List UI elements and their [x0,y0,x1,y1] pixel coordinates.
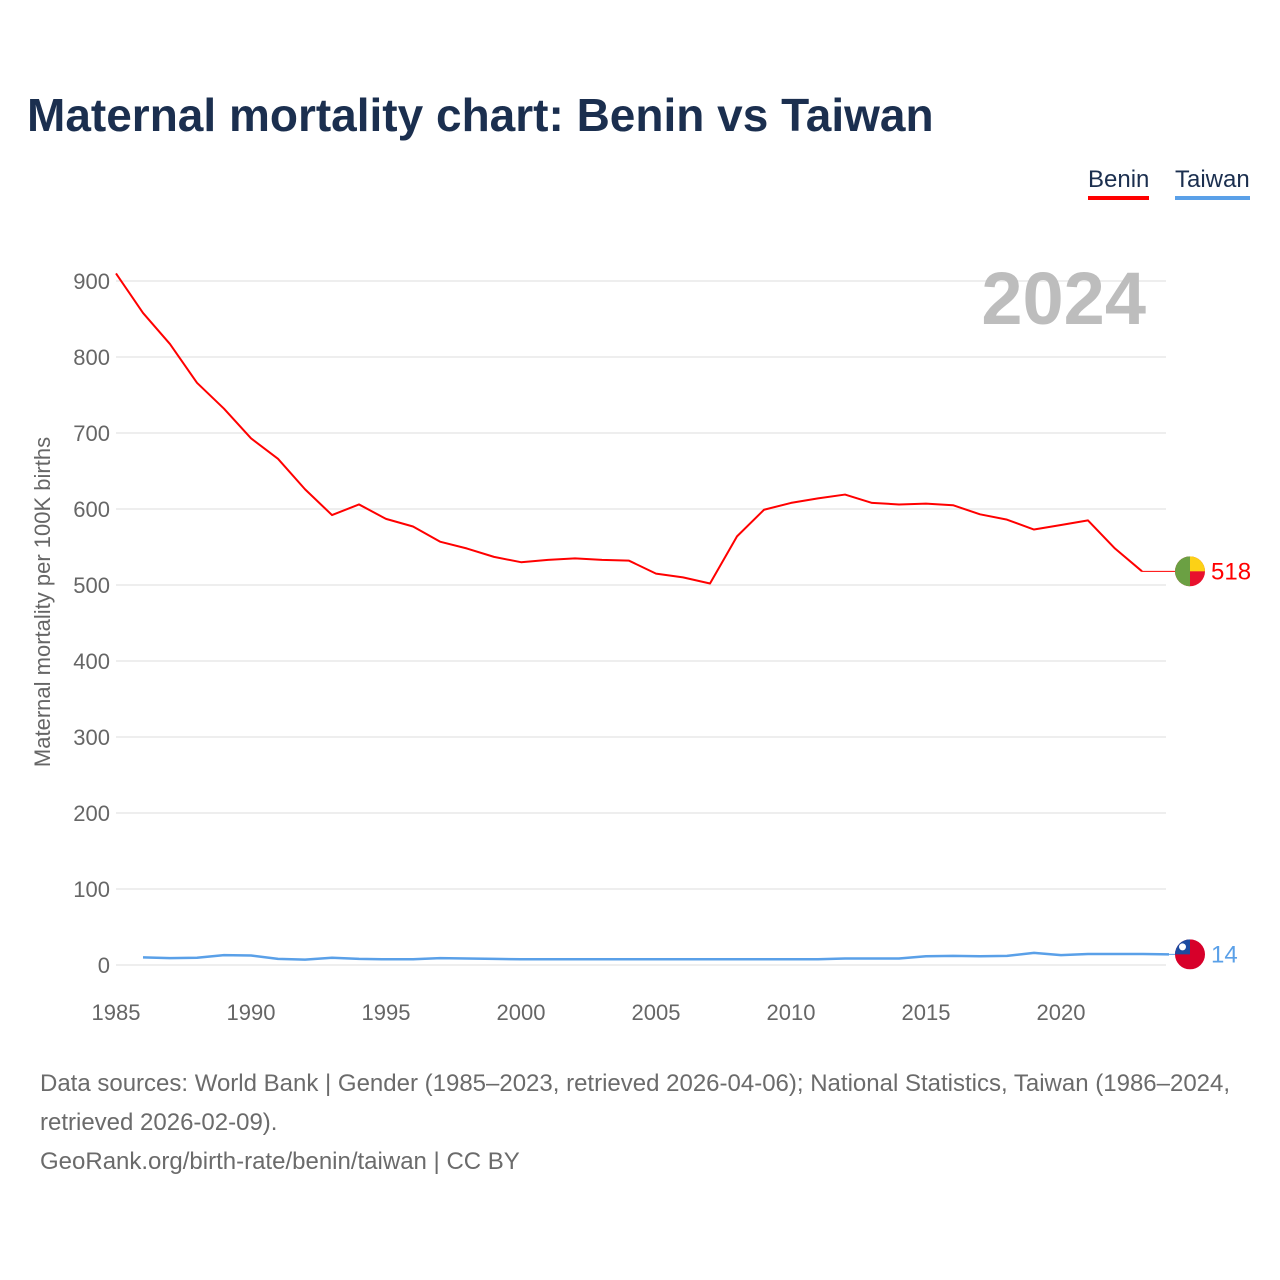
x-tick-label: 2015 [902,1000,951,1025]
y-axis-label: Maternal mortality per 100K births [30,437,55,767]
series-line-benin [115,272,1143,585]
y-tick-label: 400 [73,649,110,674]
y-tick-label: 700 [73,421,110,446]
y-tick-label: 600 [73,497,110,522]
y-tick-label: 100 [73,877,110,902]
benin-flag-icon [1175,556,1205,587]
taiwan-flag-icon [1175,939,1205,970]
x-tick-label: 2020 [1037,1000,1086,1025]
y-tick-label: 300 [73,725,110,750]
y-tick-label: 800 [73,345,110,370]
x-tick-label: 1990 [227,1000,276,1025]
y-tick-label: 900 [73,269,110,294]
series-line-taiwan [142,951,1170,961]
data-sources: Data sources: World Bank | Gender (1985–… [40,1070,1231,1136]
y-tick-label: 0 [98,953,110,978]
x-tick-label: 2000 [497,1000,546,1025]
legend-benin[interactable]: Benin [1088,166,1150,200]
legend-taiwan[interactable]: Taiwan [1175,166,1250,200]
y-tick-label: 200 [73,801,110,826]
year-label: 2024 [981,257,1146,340]
x-tick-label: 1995 [362,1000,411,1025]
x-tick-label: 2005 [632,1000,681,1025]
x-tick-label: 2010 [767,1000,816,1025]
x-tick-label: 1985 [92,1000,141,1025]
credit-link[interactable]: GeoRank.org/birth-rate/benin/taiwan | CC… [40,1148,520,1175]
y-tick-label: 500 [73,573,110,598]
chart-title: Maternal mortality chart: Benin vs Taiwa… [27,89,934,141]
end-value-label-benin: 518 [1211,558,1251,585]
end-value-label-taiwan: 14 [1211,941,1238,968]
